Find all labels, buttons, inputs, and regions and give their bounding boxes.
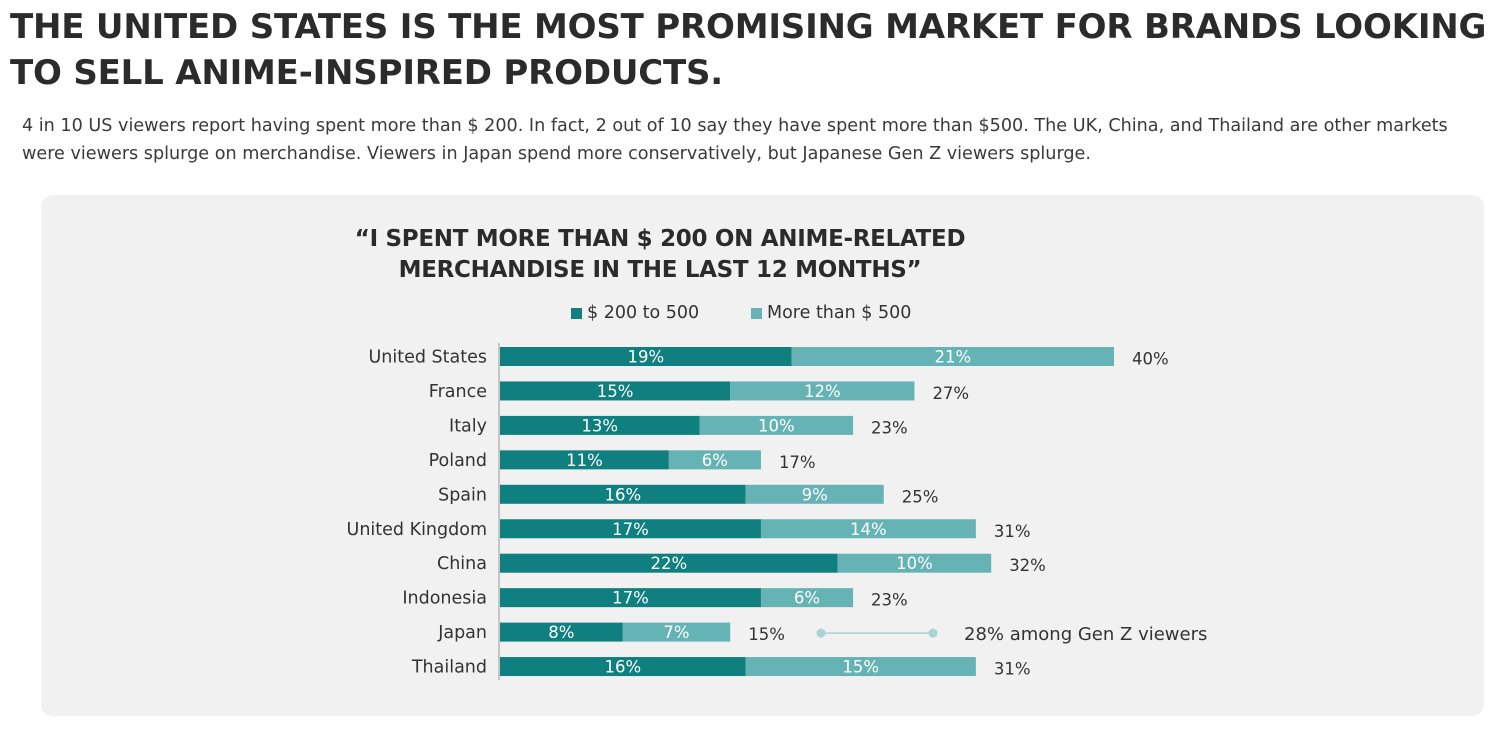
bar-more-than-500-united-kingdom (760, 519, 976, 539)
data-label-200-to-500-united-kingdom: 17% (612, 520, 649, 539)
page-headline: THE UNITED STATES IS THE MOST PROMISING … (10, 7, 1487, 93)
bar-200-to-500-poland (500, 450, 669, 470)
bar-more-than-500-italy (699, 415, 854, 435)
total-label-italy: 23% (871, 418, 908, 437)
data-label-more-than-500-japan: 7% (663, 623, 689, 642)
data-label-200-to-500-spain: 16% (604, 485, 641, 504)
total-label-thailand: 31% (994, 660, 1031, 679)
data-label-more-than-500-china: 10% (896, 554, 933, 573)
data-label-200-to-500-poland: 11% (566, 451, 603, 470)
bar-200-to-500-china (500, 553, 838, 573)
legend-item-200-to-500: $ 200 to 500 (571, 302, 699, 324)
bar-more-than-500-thailand (745, 657, 976, 677)
total-label-japan: 15% (748, 625, 785, 644)
data-label-more-than-500-spain: 9% (802, 485, 828, 504)
bar-200-to-500-united-kingdom (500, 519, 761, 539)
data-label-200-to-500-china: 22% (651, 554, 688, 573)
bar-more-than-500-china (837, 553, 992, 573)
category-label-poland: Poland (429, 451, 487, 471)
bar-200-to-500-thailand (500, 657, 746, 677)
total-label-united-states: 40% (1132, 350, 1169, 369)
data-label-200-to-500-japan: 8% (548, 623, 574, 642)
data-label-more-than-500-united-kingdom: 14% (850, 520, 887, 539)
total-label-united-kingdom: 31% (994, 522, 1031, 541)
total-label-poland: 17% (779, 453, 816, 472)
annotation-dot-end (928, 628, 938, 638)
category-label-united-states: United States (368, 348, 487, 368)
annotation-gen-z-note: 28% among Gen Z viewers (964, 624, 1207, 645)
total-label-france: 27% (932, 384, 969, 403)
legend-item-more-than-500: More than $ 500 (751, 302, 911, 324)
category-label-italy: Italy (449, 416, 487, 436)
data-label-200-to-500-france: 15% (597, 382, 634, 401)
data-label-200-to-500-italy: 13% (581, 416, 618, 435)
category-label-japan: Japan (437, 623, 487, 643)
bar-more-than-500-united-states (791, 347, 1114, 366)
bar-200-to-500-france (500, 381, 731, 401)
category-label-china: China (437, 554, 487, 574)
data-label-200-to-500-indonesia: 17% (612, 589, 649, 608)
category-label-spain: Spain (438, 485, 487, 505)
legend-label-more-than-500: More than $ 500 (767, 303, 912, 323)
legend-swatch-dark (571, 307, 582, 319)
legend-swatch-light (751, 307, 762, 319)
bar-200-to-500-indonesia (500, 588, 761, 608)
bar-more-than-500-spain (745, 484, 884, 504)
category-label-thailand: Thailand (411, 658, 487, 678)
bar-200-to-500-italy (500, 415, 700, 435)
bar-more-than-500-indonesia (760, 588, 854, 608)
data-label-more-than-500-italy: 10% (758, 416, 795, 435)
chart-title: “I SPENT MORE THAN $ 200 ON ANIME-RELATE… (354, 226, 966, 283)
bar-200-to-500-united-states (500, 347, 792, 366)
data-label-more-than-500-indonesia: 6% (794, 589, 820, 608)
category-label-france: France (429, 382, 487, 402)
total-label-spain: 25% (902, 487, 939, 506)
legend-label-200-to-500: $ 200 to 500 (587, 303, 700, 323)
bar-200-to-500-spain (500, 484, 746, 504)
annotation-dot-start (816, 628, 826, 638)
data-label-more-than-500-france: 12% (804, 382, 841, 401)
data-label-200-to-500-thailand: 16% (604, 658, 641, 677)
data-label-more-than-500-poland: 6% (702, 451, 728, 470)
category-label-indonesia: Indonesia (402, 589, 487, 609)
total-label-china: 32% (1009, 556, 1046, 575)
data-label-more-than-500-united-states: 21% (934, 348, 971, 367)
bar-more-than-500-france (730, 381, 915, 401)
bar-more-than-500-poland (668, 450, 761, 470)
data-label-200-to-500-united-states: 19% (627, 348, 664, 367)
bar-more-than-500-japan (622, 622, 731, 642)
chart-panel (41, 195, 1484, 716)
total-label-indonesia: 23% (871, 591, 908, 610)
category-label-united-kingdom: United Kingdom (347, 520, 487, 540)
intro-paragraph: 4 in 10 US viewers report having spent m… (22, 116, 1448, 164)
data-label-more-than-500-thailand: 15% (842, 658, 879, 677)
bar-200-to-500-japan (500, 622, 623, 642)
